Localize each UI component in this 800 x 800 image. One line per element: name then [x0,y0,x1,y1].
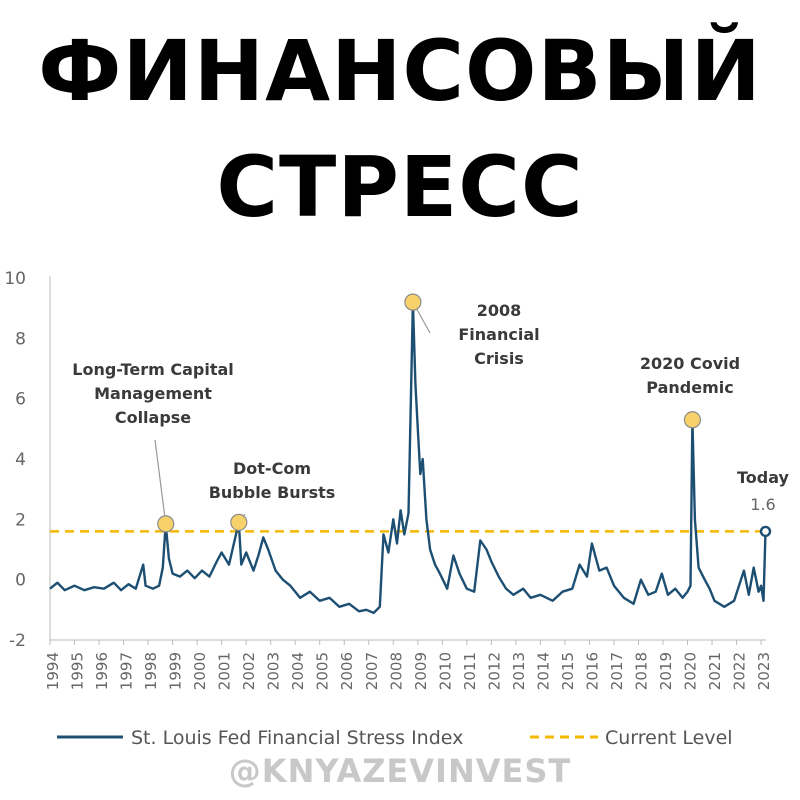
y-tick-label: 0 [15,571,26,591]
x-tick-label: 2021 [706,652,724,690]
x-tick-label: 2019 [657,652,675,690]
x-tick-label: 2018 [632,652,650,690]
event-marker [230,513,248,531]
annotation-label: 2008 [477,301,522,320]
x-tick-label: 2017 [608,652,626,690]
x-tick-label: 2009 [412,652,430,690]
x-tick-label: 1998 [142,652,160,690]
x-tick-label: 2000 [191,652,209,690]
x-tick-label: 2015 [559,652,577,690]
y-tick-label: -2 [9,631,26,651]
series-layer [49,300,767,615]
x-tick-label: 2005 [314,652,332,690]
annotation-label: Today [737,468,790,487]
annotation-value-label: 1.6 [750,495,775,514]
annotation-label: Dot-Com [233,459,311,478]
annotation-label: Management [94,384,212,403]
x-tick-label: 2008 [387,652,405,690]
x-tick-label: 2002 [240,652,258,690]
annotation-label: Long-Term Capital [72,360,234,379]
y-tick-label: 2 [15,510,26,530]
annotation-label: Financial [458,325,539,344]
y-tick-label: 10 [4,269,26,289]
annotation-label: 2020 Covid [640,354,740,373]
x-tick-label: 2020 [682,652,700,690]
event-marker [683,411,702,429]
x-tick-label: 2022 [731,652,749,690]
x-tick-label: 1994 [44,652,62,690]
x-tick-label: 2011 [461,652,479,690]
x-tick-label: 2004 [289,652,307,690]
annotation-label: Pandemic [646,378,733,397]
annotation-layer: Long-Term Capital Management Collapse Dot-C… [72,293,790,538]
annotation-label: Crisis [474,349,524,368]
x-tick-label: 1996 [93,652,111,690]
x-tick-label: 2014 [534,652,552,690]
x-tick-label: 2006 [338,652,356,690]
x-tick-label: 2016 [583,652,601,690]
y-tick-label: 6 [15,390,26,410]
annotation-leader [154,439,167,524]
legend-label-current: Current Level [605,727,733,749]
event-marker [404,293,422,311]
headline-line-1: ФИНАНСОВЫЙ [38,22,762,120]
y-tick-label: 4 [15,450,26,470]
event-marker [157,515,175,533]
legend-label-series: St. Louis Fed Financial Stress Index [131,727,463,749]
x-tick-label: 2012 [485,652,503,690]
x-tick-label: 2023 [755,652,773,690]
annotation-label: Collapse [115,408,191,427]
axis-layer: -2 0 2 4 6 8 10 1994 1995 1996 1997 1998 1999 2000 200… [4,269,773,690]
legend: St. Louis Fed Financial Stress Index Curr… [57,727,733,749]
y-tick-label: 8 [15,329,26,349]
watermark-handle: @KNYAZEVINVEST [228,752,572,790]
x-tick-label: 2013 [510,652,528,690]
x-tick-label: 2001 [216,652,234,690]
annotation-label: Bubble Bursts [209,483,336,502]
x-tick-label: 2010 [436,652,454,690]
x-tick-label: 2003 [265,652,283,690]
x-tick-label: 1999 [167,652,185,690]
stress-index-line [49,300,767,615]
headline-line-2: СТРЕСС [216,138,584,236]
today-marker [759,525,772,538]
x-tick-label: 1997 [118,652,136,690]
x-tick-label: 1995 [69,652,87,690]
x-tick-label: 2007 [363,652,381,690]
